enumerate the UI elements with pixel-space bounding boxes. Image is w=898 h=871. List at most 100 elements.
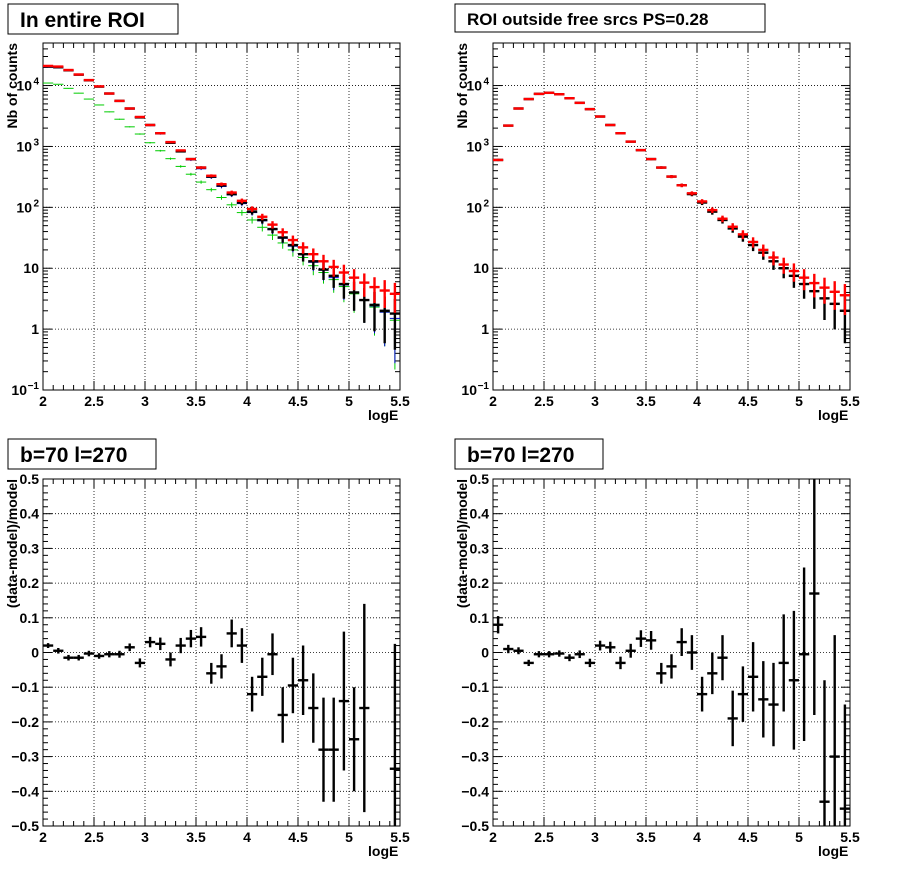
plot-frame [42, 42, 401, 391]
y-tick-label: −0.3 [461, 749, 489, 765]
y-tick-label: −0.2 [11, 714, 39, 730]
y-tick-label: 10 [461, 382, 477, 398]
x-tick-label: 5 [345, 829, 353, 845]
y-tick-label: 10 [473, 260, 489, 276]
x-tick-label: 5.5 [390, 829, 410, 845]
x-tick-label: 2.5 [84, 393, 104, 409]
chart-title: In entire ROI [20, 9, 145, 32]
y-tick-label: −0.4 [11, 783, 39, 799]
y-tick-label: 10 [466, 199, 482, 215]
y-tick-exponent: 4 [483, 77, 489, 88]
y-tick-exponent: −1 [28, 381, 40, 392]
y-tick-label: 0 [481, 645, 489, 661]
x-tick-label: 3 [591, 829, 599, 845]
x-tick-label: 2 [489, 393, 497, 409]
x-tick-label: 4 [243, 393, 251, 409]
x-tick-label: 2.5 [84, 829, 104, 845]
y-axis-label: (data-model)/model [454, 479, 470, 608]
y-tick-label: 1 [481, 321, 489, 337]
x-tick-label: 4.5 [738, 829, 758, 845]
title-box [7, 438, 157, 470]
y-tick-label: −0.4 [461, 783, 489, 799]
y-tick-label: 0.4 [470, 506, 490, 522]
chart-title: b=70 l=270 [20, 444, 127, 467]
chart-panel-4: 2 2.5 3 3.5 4 4.5 5 5.5 −0.5 −0.4 −0.3 −0.2 −0.1 0 0.1… [454, 438, 860, 859]
x-tick-label: 3.5 [186, 393, 206, 409]
x-tick-label: 2.5 [534, 393, 554, 409]
x-tick-label: 5 [345, 393, 353, 409]
y-tick-label: 0.1 [470, 610, 490, 626]
x-tick-label: 3.5 [636, 829, 656, 845]
x-axis-label: logE [818, 843, 848, 859]
y-tick-exponent: −1 [478, 381, 490, 392]
y-tick-label: 10 [16, 199, 32, 215]
y-tick-label: −0.1 [461, 679, 489, 695]
chart-title: b=70 l=270 [467, 444, 574, 467]
y-axis-label: (data-model)/model [4, 479, 20, 608]
x-tick-label: 4.5 [288, 829, 308, 845]
x-tick-label: 4.5 [288, 393, 308, 409]
y-tick-label: 0.1 [20, 610, 40, 626]
y-tick-label: 10 [16, 138, 32, 154]
series-4 [43, 64, 400, 313]
plot-frame [492, 478, 851, 827]
x-tick-label: 5.5 [840, 393, 860, 409]
y-tick-label: 10 [16, 78, 32, 94]
y-tick-label: 0.5 [20, 471, 40, 487]
series-2 [493, 91, 850, 316]
y-tick-label: 10 [11, 382, 27, 398]
title-box [454, 3, 766, 33]
x-tick-label: 5 [795, 829, 803, 845]
y-tick-exponent: 4 [33, 77, 39, 88]
chart-title: ROI outside free srcs PS=0.28 [467, 10, 708, 29]
x-axis-label: logE [368, 407, 398, 423]
y-tick-label: −0.5 [461, 818, 489, 834]
y-tick-label: 0.2 [20, 575, 40, 591]
x-tick-label: 5.5 [840, 829, 860, 845]
x-tick-label: 4 [243, 829, 251, 845]
y-axis-label: Nb of counts [4, 43, 20, 129]
title-box [7, 3, 179, 35]
y-tick-label: 0 [31, 645, 39, 661]
x-tick-label: 2 [489, 829, 497, 845]
y-tick-label: 0.3 [20, 540, 40, 556]
x-tick-label: 3 [141, 393, 149, 409]
x-tick-label: 4 [693, 829, 701, 845]
x-axis-label: logE [818, 407, 848, 423]
plot-frame [492, 42, 851, 391]
x-tick-label: 2 [39, 829, 47, 845]
y-tick-label: 0.5 [470, 471, 490, 487]
x-tick-label: 4.5 [738, 393, 758, 409]
plot-area [493, 43, 850, 390]
x-tick-label: 3.5 [186, 829, 206, 845]
title-box [454, 438, 604, 470]
y-tick-label: −0.1 [11, 679, 39, 695]
y-axis-label: Nb of counts [454, 43, 470, 129]
x-tick-label: 2.5 [534, 829, 554, 845]
y-tick-label: 10 [23, 260, 39, 276]
y-tick-label: −0.3 [11, 749, 39, 765]
plot-area [43, 43, 400, 390]
y-tick-exponent: 3 [483, 137, 489, 148]
x-tick-label: 3.5 [636, 393, 656, 409]
chart-panel-3: 2 2.5 3 3.5 4 4.5 5 5.5 −0.5 −0.4 −0.3 −0.2 −0.1 0 0.1… [4, 438, 410, 859]
x-tick-label: 3 [591, 393, 599, 409]
x-tick-label: 4 [693, 393, 701, 409]
x-tick-label: 3 [141, 829, 149, 845]
series-1 [43, 603, 400, 826]
y-tick-exponent: 2 [483, 198, 489, 209]
y-tick-label: 0.4 [20, 506, 40, 522]
y-tick-exponent: 2 [33, 198, 39, 209]
plot-frame [42, 478, 401, 827]
y-tick-exponent: 3 [33, 137, 39, 148]
y-tick-label: 10 [466, 78, 482, 94]
x-tick-label: 5 [795, 393, 803, 409]
y-tick-label: −0.5 [11, 818, 39, 834]
y-tick-label: 1 [31, 321, 39, 337]
x-axis-label: logE [368, 843, 398, 859]
y-tick-label: −0.2 [461, 714, 489, 730]
y-tick-label: 10 [466, 138, 482, 154]
